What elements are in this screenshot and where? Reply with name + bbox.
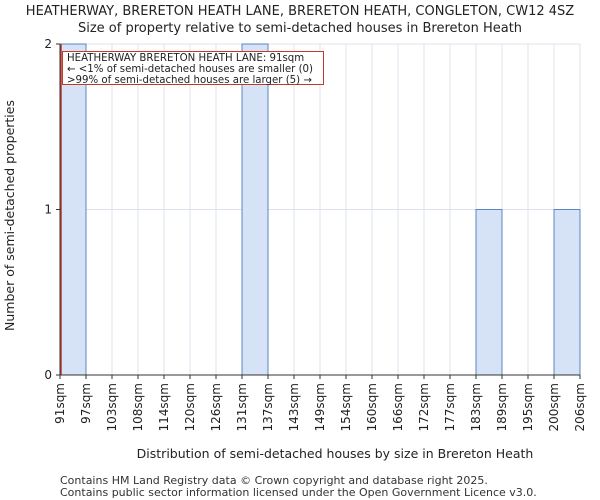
x-tick-label: 103sqm xyxy=(105,383,119,431)
property-annotation: HEATHERWAY BRERETON HEATH LANE: 91sqm ← … xyxy=(62,51,324,86)
x-tick-label: 131sqm xyxy=(235,383,249,431)
x-tick-label: 177sqm xyxy=(443,383,457,431)
y-tick-label: 2 xyxy=(44,37,52,51)
annotation-line-2: ← <1% of semi-detached houses are smalle… xyxy=(67,64,314,75)
x-tick-label: 114sqm xyxy=(157,383,171,431)
y-tick-label: 1 xyxy=(44,203,52,217)
y-tick-label: 0 xyxy=(44,368,52,382)
x-tick-label: 137sqm xyxy=(261,383,275,431)
footer-licence: Contains public sector information licen… xyxy=(60,486,537,499)
x-tick-label: 97sqm xyxy=(79,383,93,424)
x-tick-label: 172sqm xyxy=(417,383,431,431)
x-tick-label: 120sqm xyxy=(183,383,197,431)
bar xyxy=(59,43,87,376)
x-tick-label: 160sqm xyxy=(365,383,379,431)
y-axis-label: Number of semi-detached properties xyxy=(2,100,17,331)
x-tick-label: 126sqm xyxy=(209,383,223,431)
chart-subtitle: Size of property relative to semi-detach… xyxy=(77,21,523,36)
bar xyxy=(241,43,269,376)
bar xyxy=(475,209,503,376)
x-tick-label: 91sqm xyxy=(53,383,67,424)
x-tick-label: 195sqm xyxy=(521,383,535,431)
x-tick-label: 149sqm xyxy=(313,383,327,431)
x-axis-label: Distribution of semi-detached houses by … xyxy=(137,446,534,461)
chart-title: HEATHERWAY, BRERETON HEATH LANE, BRERETO… xyxy=(25,4,575,19)
x-tick-label: 108sqm xyxy=(131,383,145,431)
x-tick-label: 154sqm xyxy=(339,383,353,431)
annotation-line-1: HEATHERWAY BRERETON HEATH LANE: 91sqm xyxy=(67,53,305,64)
footer-copyright: Contains HM Land Registry data © Crown c… xyxy=(60,474,488,487)
annotation-line-3: >99% of semi-detached houses are larger … xyxy=(67,75,312,86)
x-tick-label: 183sqm xyxy=(469,383,483,431)
x-tick-label: 200sqm xyxy=(547,383,561,431)
x-tick-label: 189sqm xyxy=(495,383,509,431)
x-tick-label: 166sqm xyxy=(391,383,405,431)
x-tick-label: 143sqm xyxy=(287,383,301,431)
bar xyxy=(553,209,581,376)
x-tick-label: 206sqm xyxy=(573,383,587,431)
